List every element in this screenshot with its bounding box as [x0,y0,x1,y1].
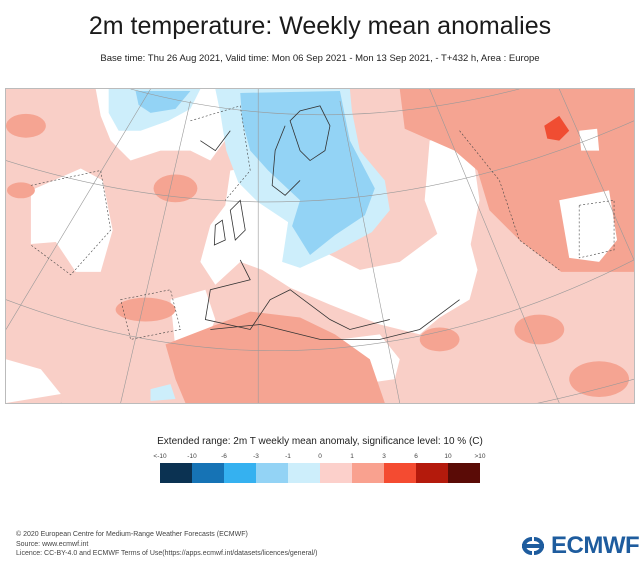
legend-labels: <-10 -10 -6 -3 -1 0 1 3 6 10 >10 [153,453,488,463]
legend-label: 1 [350,453,354,460]
legend-label: -3 [253,453,259,460]
legend-colorbar [160,463,480,483]
legend-swatch [448,463,480,483]
legend-label: -10 [187,453,197,460]
graticule [6,89,634,403]
legend-label: >10 [474,453,486,460]
legend-swatch [384,463,416,483]
page-subtitle: Base time: Thu 26 Aug 2021, Valid time: … [100,53,540,64]
legend-swatch [192,463,224,483]
licence-text: Licence: CC-BY-4.0 and ECMWF Terms of Us… [16,550,318,557]
legend-title: Extended range: 2m T weekly mean anomaly… [157,436,483,447]
legend-label: 3 [382,453,386,460]
strong-warm-area [544,115,570,141]
legend-label: -1 [285,453,291,460]
legend-label: <-10 [153,453,167,460]
legend-swatch [256,463,288,483]
legend-swatch [288,463,320,483]
ecmwf-logo-icon [522,537,544,555]
legend-label: 0 [318,453,322,460]
significance-contours [30,105,615,340]
legend-label: -6 [221,453,227,460]
page-title: 2m temperature: Weekly mean anomalies [88,12,552,40]
source-text: Source: www.ecmwf.int [16,540,89,548]
coastlines [200,105,460,340]
legend-swatch [352,463,384,483]
legend-swatch [320,463,352,483]
ecmwf-logo: ECMWF [518,532,640,560]
footer: © 2020 European Centre for Medium-Range … [16,530,318,559]
anomaly-map [5,88,635,404]
copyright-text: © 2020 European Centre for Medium-Range … [16,531,248,538]
legend-swatch [160,463,192,483]
legend-label: 10 [444,453,452,460]
legend-label: 6 [414,453,418,460]
ecmwf-logo-text: ECMWF [551,532,640,559]
legend-swatch [416,463,448,483]
legend-swatch [224,463,256,483]
